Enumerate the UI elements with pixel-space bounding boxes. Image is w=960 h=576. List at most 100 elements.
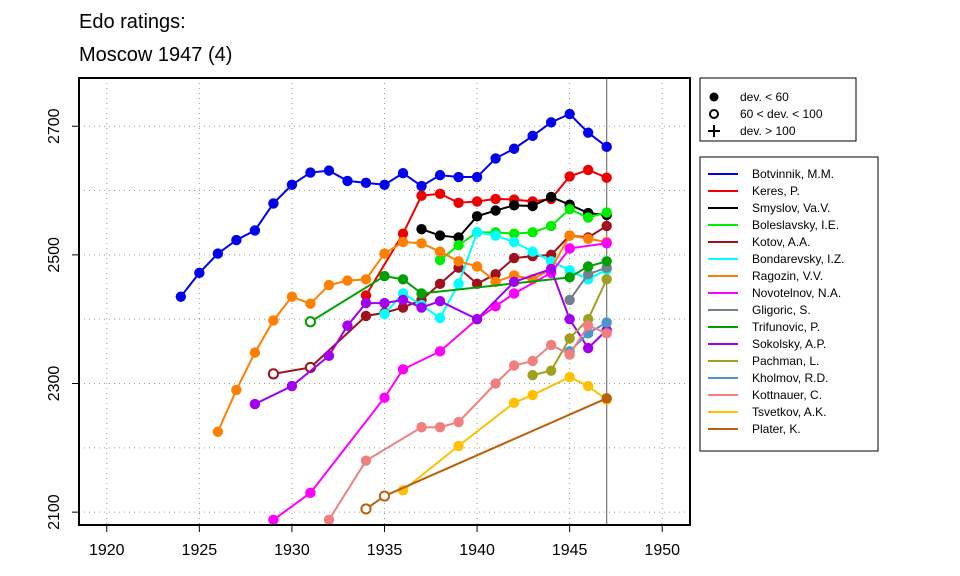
x-tick-label: 1925 [182, 542, 218, 559]
data-point [471, 211, 483, 222]
data-point [564, 313, 575, 325]
data-point [453, 240, 464, 251]
legend-label: Kottnauer, C. [752, 388, 822, 402]
data-point [601, 393, 612, 404]
data-point [490, 205, 501, 216]
data-point [564, 294, 575, 306]
legend-label: Botvinnik, M.M. [752, 167, 834, 181]
series-line [273, 225, 608, 375]
data-point [601, 328, 612, 339]
data-point [212, 426, 224, 437]
data-point [508, 360, 520, 371]
data-point [397, 302, 409, 313]
marker-legend-box [699, 77, 857, 142]
data-point [342, 320, 353, 331]
data-point-open [267, 368, 280, 380]
data-point [249, 347, 261, 358]
data-point [601, 172, 612, 183]
data-point [434, 230, 446, 241]
data-point [286, 291, 298, 302]
data-point [508, 252, 520, 264]
data-point [508, 200, 520, 211]
data-point [508, 288, 520, 299]
data-point [601, 141, 612, 153]
data-point [453, 278, 464, 290]
legend-label: Keres, P. [752, 184, 800, 198]
legend-label: Pachman, L. [752, 354, 819, 368]
data-point [434, 312, 446, 324]
data-point [545, 191, 557, 203]
series-line [402, 375, 608, 492]
data-point [564, 230, 575, 241]
data-point [490, 153, 501, 164]
data-point [582, 233, 594, 244]
data-point [453, 171, 464, 183]
data-point [379, 308, 390, 320]
data-point [342, 175, 353, 187]
data-point [582, 320, 594, 331]
data-point-open [378, 490, 391, 502]
data-point [416, 238, 427, 249]
data-point [434, 254, 446, 266]
data-point [564, 204, 575, 215]
data-point [323, 514, 335, 526]
legend-label: Boleslavsky, I.E. [752, 218, 839, 232]
data-point [564, 333, 575, 344]
data-point-open [304, 316, 317, 328]
data-point [471, 227, 483, 238]
data-point [527, 200, 538, 212]
data-point [601, 274, 612, 285]
data-point [490, 193, 501, 205]
data-point [305, 167, 316, 178]
data-point [323, 279, 335, 291]
data-point [342, 275, 353, 286]
series-legend: Botvinnik, M.M. Keres, P. Smyslov, Va.V. Bo… [699, 156, 879, 452]
data-point [379, 297, 390, 309]
data-point [194, 267, 205, 279]
data-point [564, 108, 575, 120]
legend-label: Plater, K. [752, 422, 801, 436]
legend-label: Trifunovic, P. [752, 320, 820, 334]
legend-label: Gligoric, S. [752, 303, 811, 317]
data-point [434, 188, 446, 199]
data-point [379, 248, 390, 259]
data-point [268, 315, 279, 326]
data-point [453, 256, 464, 267]
data-point-open [360, 503, 372, 515]
legend-label: Kotov, A.A. [752, 235, 810, 249]
data-point [286, 380, 298, 392]
data-point [416, 223, 427, 235]
series-sokolsky [249, 263, 612, 410]
open-circle-icon [709, 109, 719, 119]
data-point [490, 301, 501, 312]
data-point [416, 190, 427, 201]
data-point [527, 130, 538, 142]
x-tick-label: 1945 [552, 542, 588, 559]
data-point [434, 346, 446, 357]
y-tick-label: 2500 [46, 237, 63, 273]
data-point [231, 384, 242, 396]
data-point [582, 212, 594, 223]
data-point [527, 246, 538, 257]
data-point [582, 268, 594, 280]
data-point [490, 268, 501, 280]
data-point [434, 278, 446, 290]
data-point [360, 177, 372, 189]
data-point [434, 246, 446, 257]
data-point [490, 230, 501, 241]
data-point [397, 236, 409, 248]
x-tick-label: 1950 [644, 542, 680, 559]
y-tick-label: 2300 [46, 366, 63, 402]
data-point [471, 171, 483, 183]
data-point [545, 117, 557, 128]
data-point [360, 297, 372, 309]
data-point [527, 355, 538, 367]
series-pachman [527, 274, 612, 381]
series-line [328, 324, 608, 521]
data-point [545, 263, 557, 275]
data-point [397, 228, 409, 239]
series-line [216, 234, 607, 433]
y-axis: 2100 2300 2500 2700 [46, 108, 79, 530]
legend-label: Sokolsky, A.P. [752, 337, 826, 351]
data-point [564, 349, 575, 360]
